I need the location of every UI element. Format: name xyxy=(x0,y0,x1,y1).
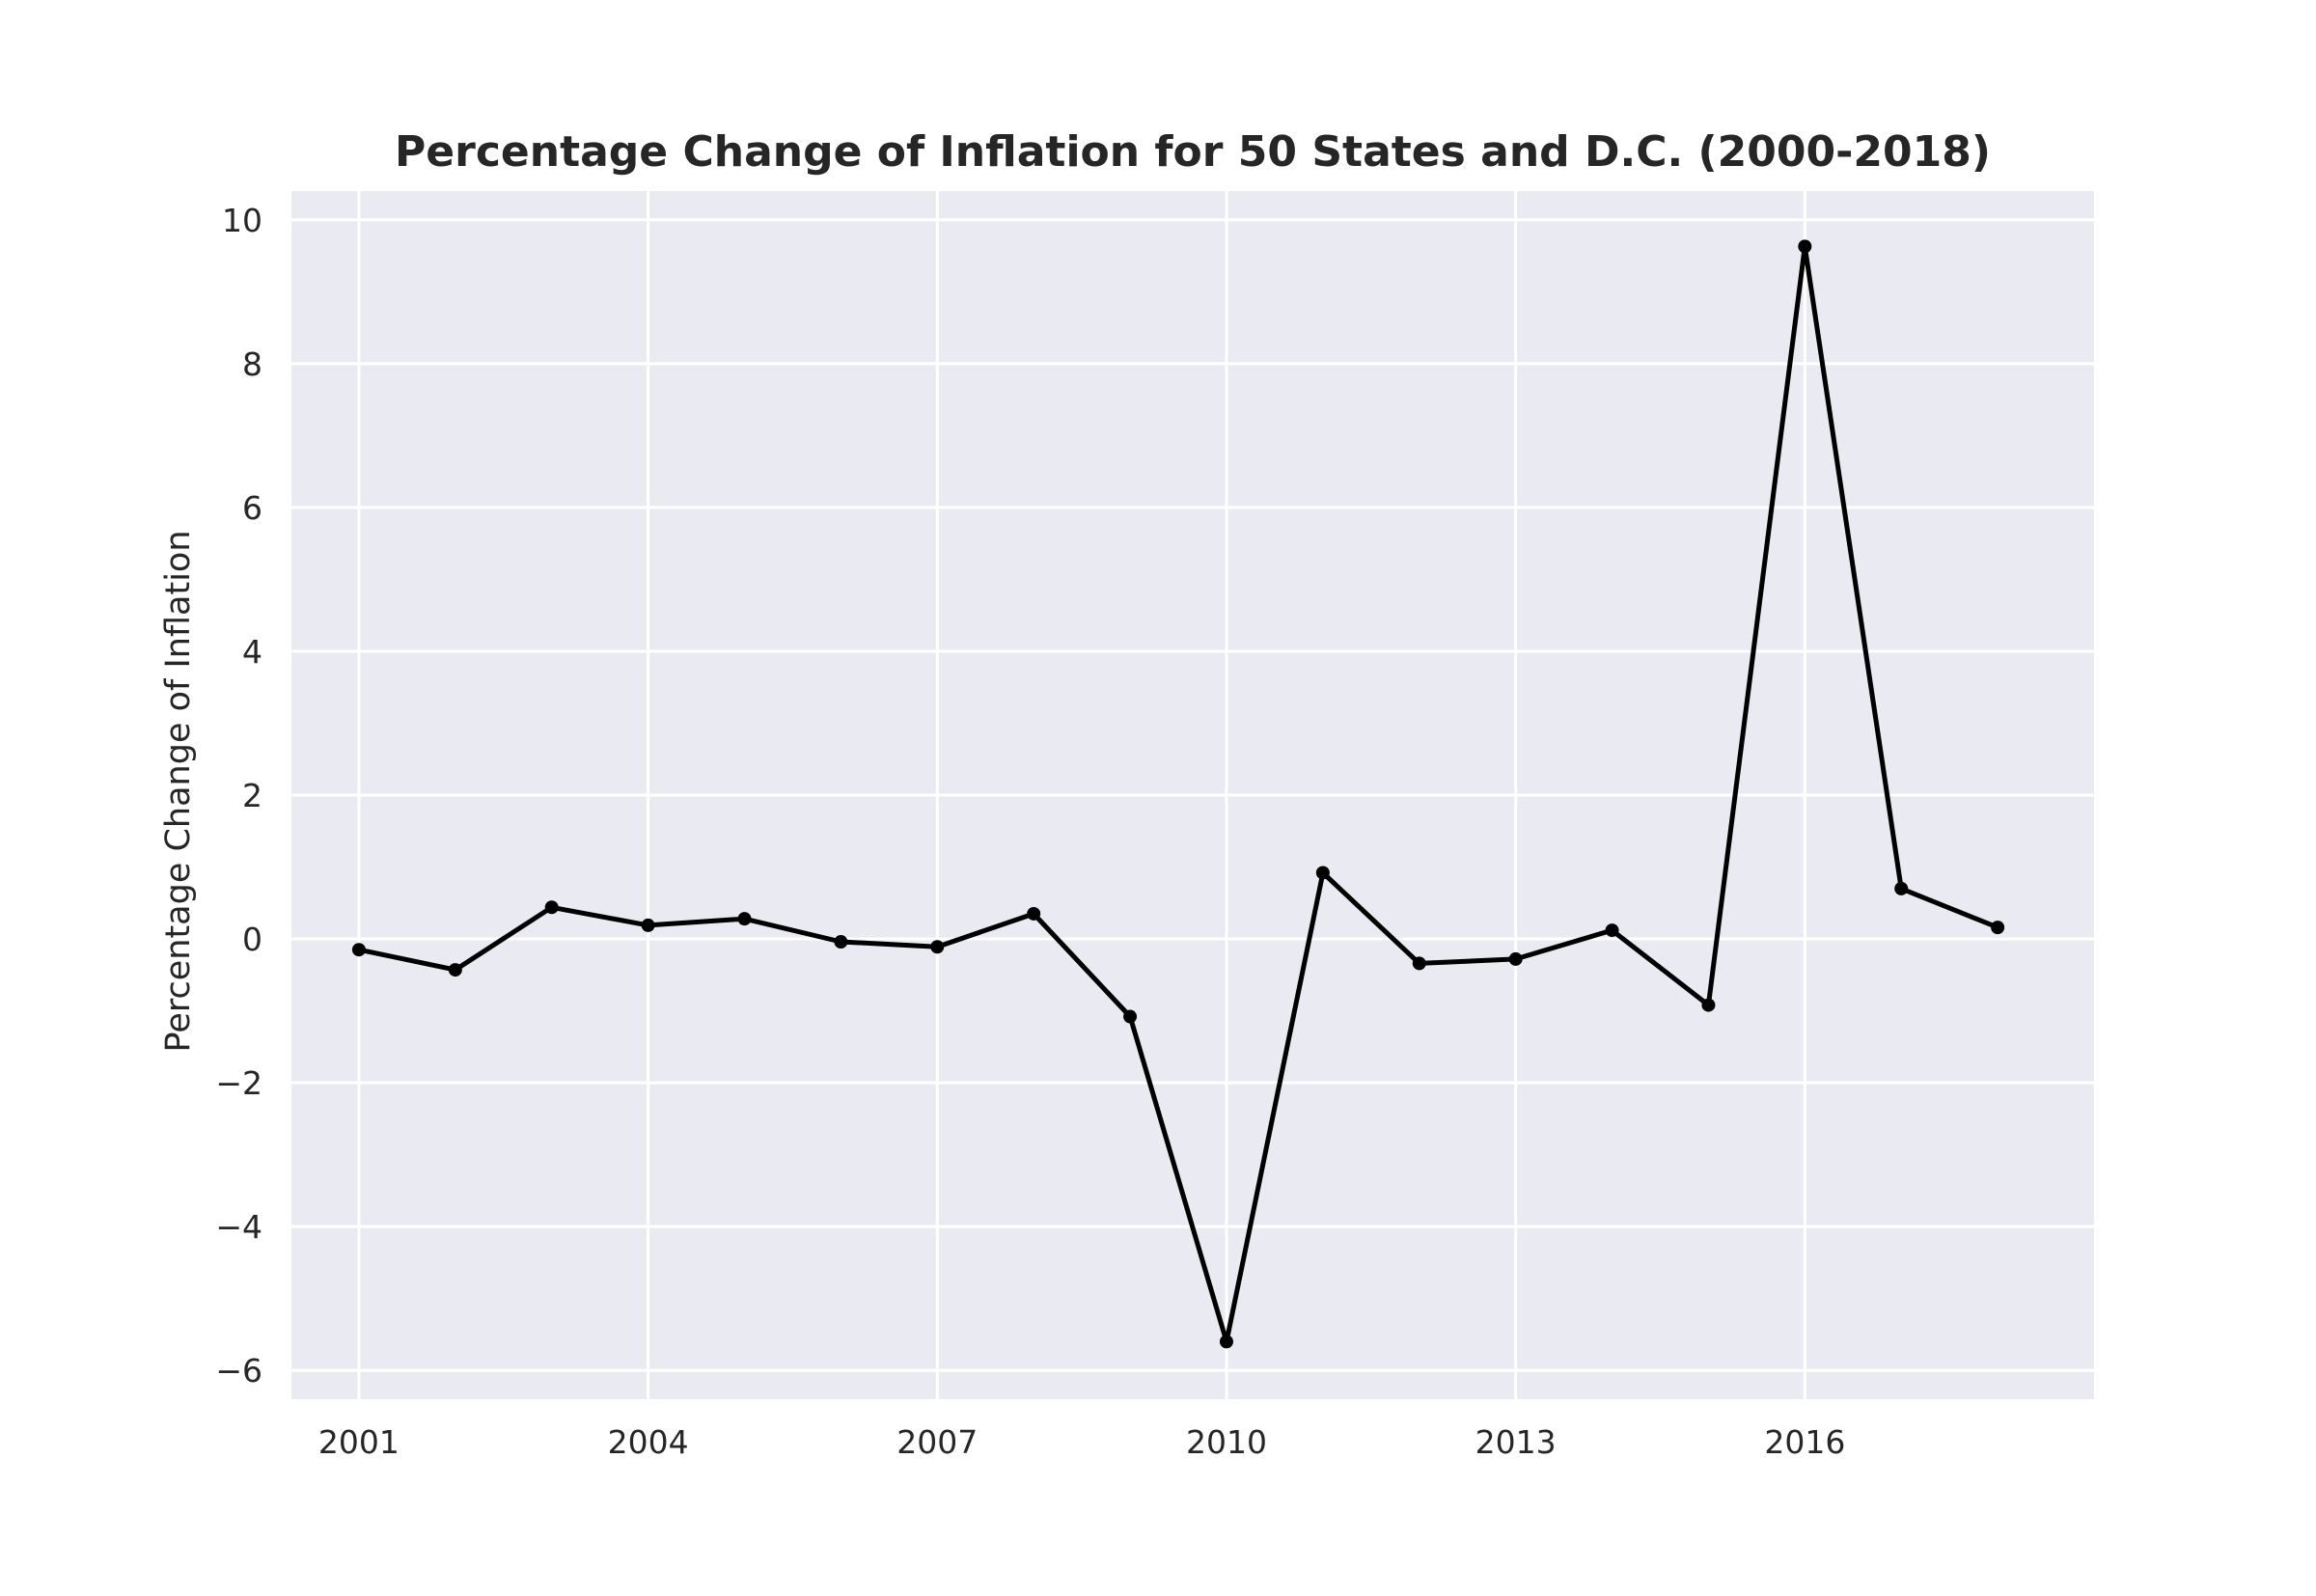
data-point-2013 xyxy=(1508,951,1523,966)
data-point-2012 xyxy=(1412,956,1426,971)
data-point-2002 xyxy=(448,963,462,977)
data-point-2005 xyxy=(737,912,752,926)
x-tick-label: 2016 xyxy=(1764,1423,1845,1461)
x-tick-label: 2001 xyxy=(318,1423,400,1461)
series-line xyxy=(356,243,2000,1344)
data-point-2003 xyxy=(544,900,559,915)
data-point-2018 xyxy=(1991,921,2005,935)
data-point-2008 xyxy=(1027,906,1041,921)
x-tick-label: 2013 xyxy=(1475,1423,1557,1461)
y-tick-label: 8 xyxy=(242,345,262,383)
data-point-2001 xyxy=(351,943,366,957)
x-tick-label: 2010 xyxy=(1186,1423,1267,1461)
y-tick-label: 10 xyxy=(222,202,262,239)
y-tick-label: 2 xyxy=(242,777,262,814)
series-line-group xyxy=(356,243,2000,1344)
data-points xyxy=(351,239,2005,1349)
data-point-2015 xyxy=(1701,998,1716,1012)
data-point-2014 xyxy=(1605,923,1619,938)
x-tick-label: 2004 xyxy=(608,1423,689,1461)
data-point-2016 xyxy=(1798,239,1812,254)
x-tick-label: 2007 xyxy=(896,1423,978,1461)
y-tick-label: −4 xyxy=(215,1208,262,1246)
y-tick-label: 0 xyxy=(242,921,262,958)
data-point-2007 xyxy=(930,940,945,954)
grid-lines xyxy=(291,191,2094,1399)
data-point-2006 xyxy=(834,935,848,949)
chart-title: Percentage Change of Inflation for 50 St… xyxy=(395,127,1991,177)
x-axis-ticks: 2001 2004 2007 2010 2013 2016 xyxy=(318,1423,1845,1461)
data-point-2011 xyxy=(1315,866,1330,880)
y-tick-label: 4 xyxy=(242,633,262,671)
y-axis-label: Percentage Change of Inflation xyxy=(159,530,198,1052)
y-tick-label: −2 xyxy=(215,1064,262,1102)
data-point-2010 xyxy=(1219,1335,1233,1349)
y-axis-ticks: −6 −4 −2 0 2 4 6 8 10 xyxy=(215,202,262,1390)
y-tick-label: −6 xyxy=(215,1352,262,1390)
y-tick-label: 6 xyxy=(242,489,262,527)
data-point-2004 xyxy=(641,918,655,932)
data-point-2017 xyxy=(1894,881,1909,895)
data-point-2009 xyxy=(1123,1009,1138,1024)
